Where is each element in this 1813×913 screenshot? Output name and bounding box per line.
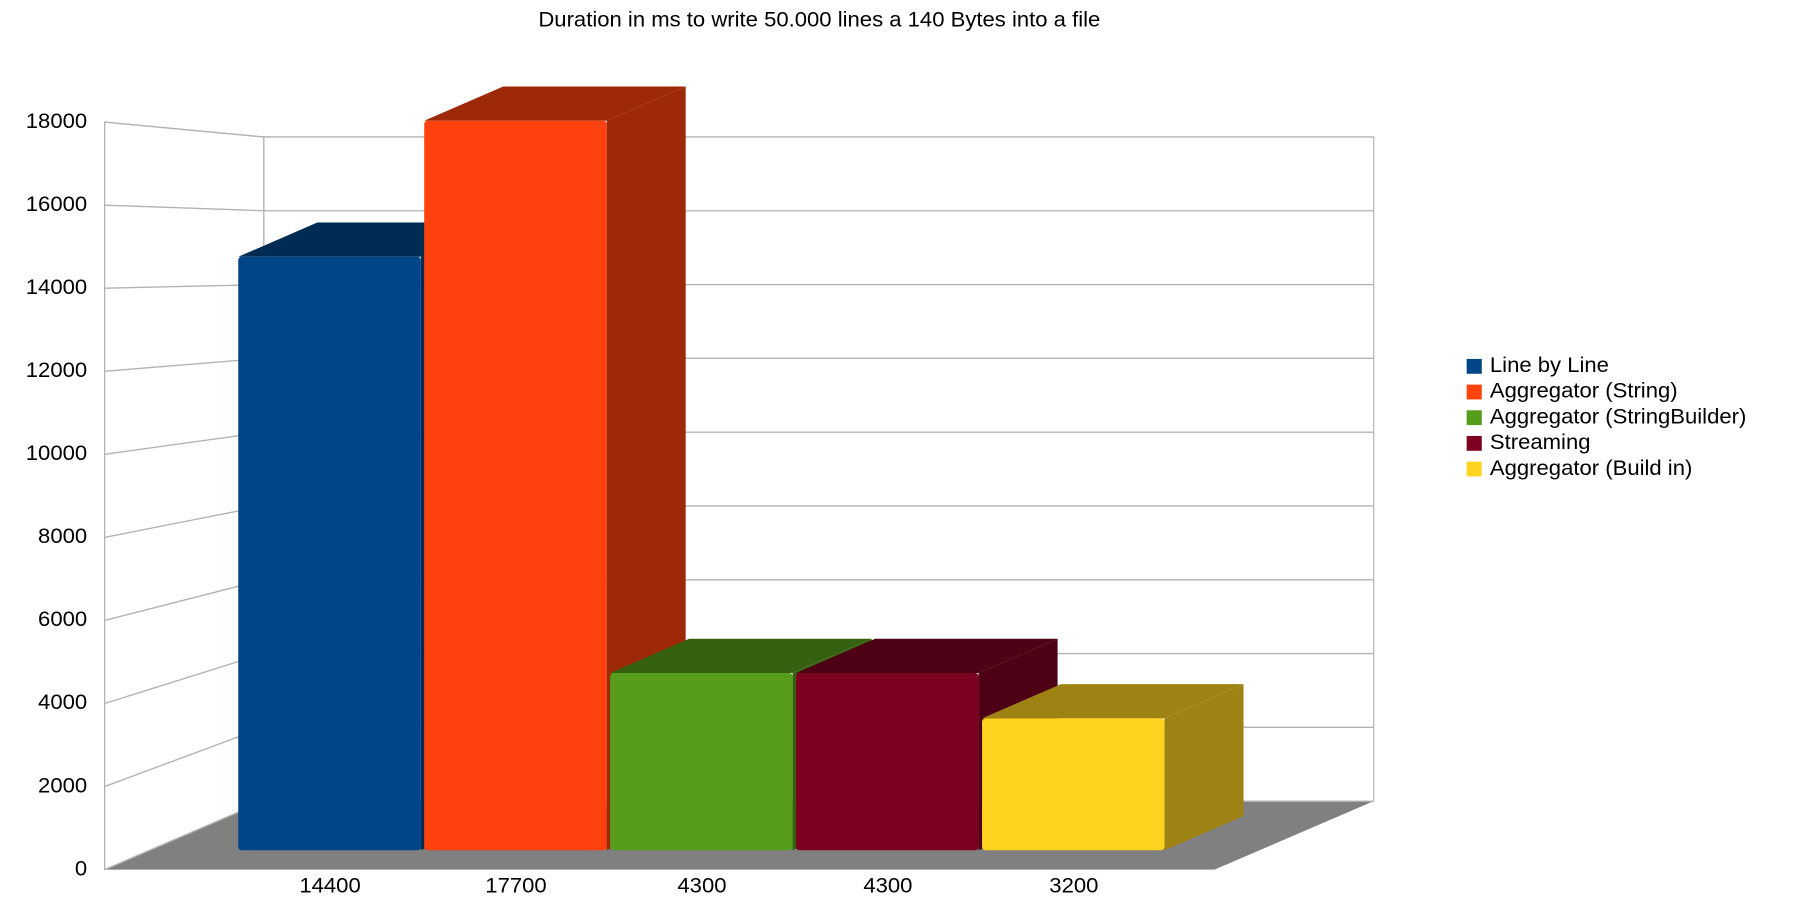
y-tick-label: 18000 bbox=[26, 108, 87, 133]
x-tick-label: 17700 bbox=[485, 873, 546, 898]
grid-line bbox=[104, 579, 264, 622]
legend-label: Line by Line bbox=[1490, 352, 1609, 377]
legend-label: Aggregator (String) bbox=[1490, 378, 1678, 403]
grid-line bbox=[104, 283, 264, 289]
x-tick-label: 4300 bbox=[863, 873, 912, 898]
grid-line bbox=[104, 431, 264, 456]
legend-swatch bbox=[1466, 358, 1482, 374]
bar bbox=[424, 120, 607, 851]
bar-top bbox=[610, 638, 872, 674]
chart-title: Duration in ms to write 50.000 lines a 1… bbox=[538, 6, 1100, 31]
legend-swatch bbox=[1466, 461, 1482, 477]
legend-label: Aggregator (StringBuilder) bbox=[1490, 404, 1746, 429]
y-tick-label: 0 bbox=[75, 856, 87, 881]
grid-line bbox=[104, 204, 264, 212]
x-tick-label: 4300 bbox=[677, 873, 726, 898]
x-tick-label: 3200 bbox=[1049, 873, 1098, 898]
bar bbox=[796, 673, 979, 851]
grid-line bbox=[104, 800, 265, 871]
y-tick-label: 6000 bbox=[38, 606, 87, 631]
y-tick-label: 2000 bbox=[38, 772, 87, 797]
grid-line bbox=[104, 505, 264, 539]
legend-swatch bbox=[1466, 435, 1482, 451]
bar-top bbox=[424, 86, 686, 121]
y-tick-label: 10000 bbox=[26, 440, 87, 465]
bar-top bbox=[796, 638, 1058, 674]
legend-label: Aggregator (Build in) bbox=[1490, 455, 1692, 480]
bar bbox=[982, 718, 1165, 851]
grid-line bbox=[104, 652, 265, 705]
legend-label: Streaming bbox=[1490, 429, 1591, 454]
bar bbox=[610, 673, 793, 851]
y-tick-label: 4000 bbox=[38, 689, 87, 714]
bar bbox=[238, 256, 421, 851]
y-tick-label: 14000 bbox=[26, 274, 87, 299]
legend-swatch bbox=[1466, 384, 1482, 400]
grid-line bbox=[104, 357, 264, 372]
x-tick-label: 14400 bbox=[299, 873, 360, 898]
bar-top bbox=[982, 684, 1244, 719]
bar-side bbox=[1164, 684, 1244, 851]
y-tick-label: 8000 bbox=[38, 523, 87, 548]
grid-line bbox=[104, 726, 265, 788]
legend-swatch bbox=[1466, 410, 1482, 426]
grid-line bbox=[104, 121, 264, 138]
y-tick-label: 12000 bbox=[26, 357, 87, 382]
y-tick-label: 16000 bbox=[26, 191, 87, 216]
